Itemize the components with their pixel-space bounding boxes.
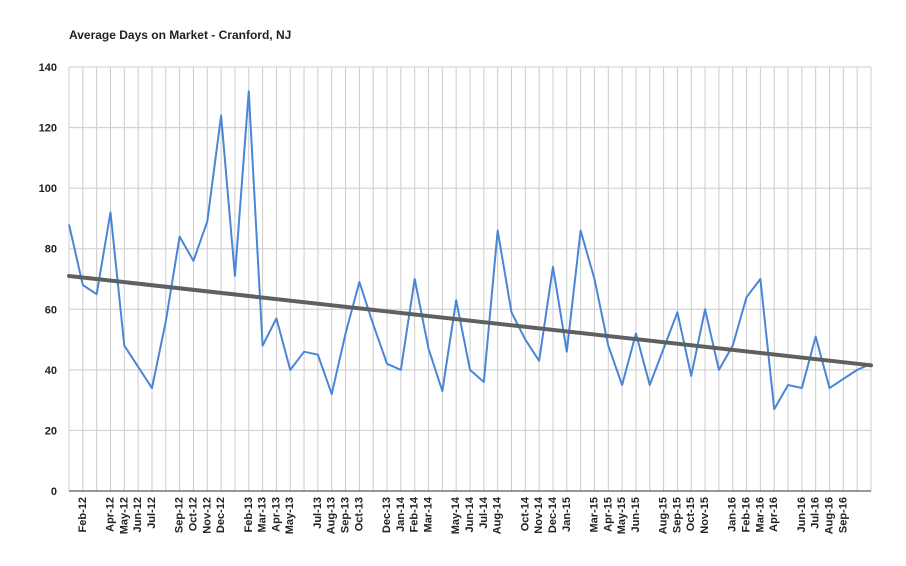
x-tick-label: Oct-13 <box>353 497 365 531</box>
x-tick-label: May-14 <box>450 496 462 534</box>
y-tick-label: 120 <box>39 123 57 135</box>
x-tick-label: Apr-12 <box>104 497 116 532</box>
x-tick-label: Sep-12 <box>174 497 186 533</box>
series-line <box>68 90 872 411</box>
y-tick-label: 100 <box>39 183 57 195</box>
x-tick-label: Jul-13 <box>312 497 324 529</box>
y-axis-ticks: 0 20 40 60 80 100 120 140 <box>39 62 57 498</box>
gridlines <box>68 66 872 491</box>
x-tick-label: May-13 <box>284 497 296 534</box>
x-tick-label: Jan-14 <box>395 496 407 532</box>
x-tick-label: Jul-12 <box>146 497 158 529</box>
trendline <box>67 273 873 368</box>
y-tick-label: 80 <box>45 244 57 256</box>
x-tick-label: May-15 <box>616 497 628 534</box>
y-tick-label: 20 <box>45 425 57 437</box>
x-tick-label: Nov-14 <box>533 496 545 534</box>
x-tick-label: Feb-12 <box>77 497 89 532</box>
x-tick-label: Aug-14 <box>492 496 504 534</box>
x-axis-ticks: Feb-12 Apr-12 May-12 Jun-12 Jul-12 Sep-12 Oct-… <box>77 496 850 534</box>
x-tick-label: Apr-16 <box>768 497 780 532</box>
chart-title: Average Days on Market - Cranford, NJ <box>69 28 291 42</box>
x-tick-label: Dec-13 <box>381 497 393 533</box>
x-tick-label: Sep-16 <box>837 497 849 533</box>
x-tick-label: Dec-14 <box>547 496 559 533</box>
x-tick-label: Jun-16 <box>796 497 808 532</box>
x-tick-label: Jul-16 <box>810 497 822 529</box>
x-tick-label: Aug-13 <box>326 497 338 534</box>
x-tick-label: Apr-13 <box>270 497 282 532</box>
x-tick-label: Jan-16 <box>727 497 739 532</box>
y-tick-label: 0 <box>51 486 57 498</box>
x-tick-label: Nov-15 <box>699 497 711 534</box>
x-tick-label: Aug-16 <box>824 497 836 534</box>
x-tick-label: Jun-15 <box>630 497 642 532</box>
x-tick-label: Mar-15 <box>588 497 600 532</box>
x-tick-label: Sep-15 <box>671 497 683 533</box>
y-tick-label: 140 <box>39 62 57 74</box>
x-tick-label: Mar-14 <box>423 496 435 532</box>
x-tick-label: Oct-15 <box>685 497 697 531</box>
x-tick-label: Mar-13 <box>257 497 269 532</box>
y-tick-label: 40 <box>45 365 57 377</box>
x-tick-label: Jan-15 <box>561 497 573 532</box>
x-tick-label: Feb-14 <box>409 496 421 532</box>
x-tick-label: Dec-12 <box>215 497 227 533</box>
x-tick-label: May-12 <box>118 497 130 534</box>
x-tick-label: Oct-14 <box>519 496 531 531</box>
x-tick-label: Mar-16 <box>754 497 766 532</box>
x-tick-label: Jun-12 <box>132 497 144 532</box>
x-tick-label: Jun-14 <box>464 496 476 532</box>
x-tick-label: Aug-15 <box>658 497 670 534</box>
x-tick-label: Oct-12 <box>187 497 199 531</box>
y-tick-label: 60 <box>45 304 57 316</box>
x-tick-label: Feb-16 <box>741 497 753 532</box>
x-tick-label: Nov-12 <box>201 497 213 534</box>
x-tick-label: Sep-13 <box>340 497 352 533</box>
x-tick-label: Jul-14 <box>478 496 490 529</box>
x-tick-label: Feb-13 <box>243 497 255 532</box>
x-tick-label: Apr-15 <box>602 497 614 532</box>
